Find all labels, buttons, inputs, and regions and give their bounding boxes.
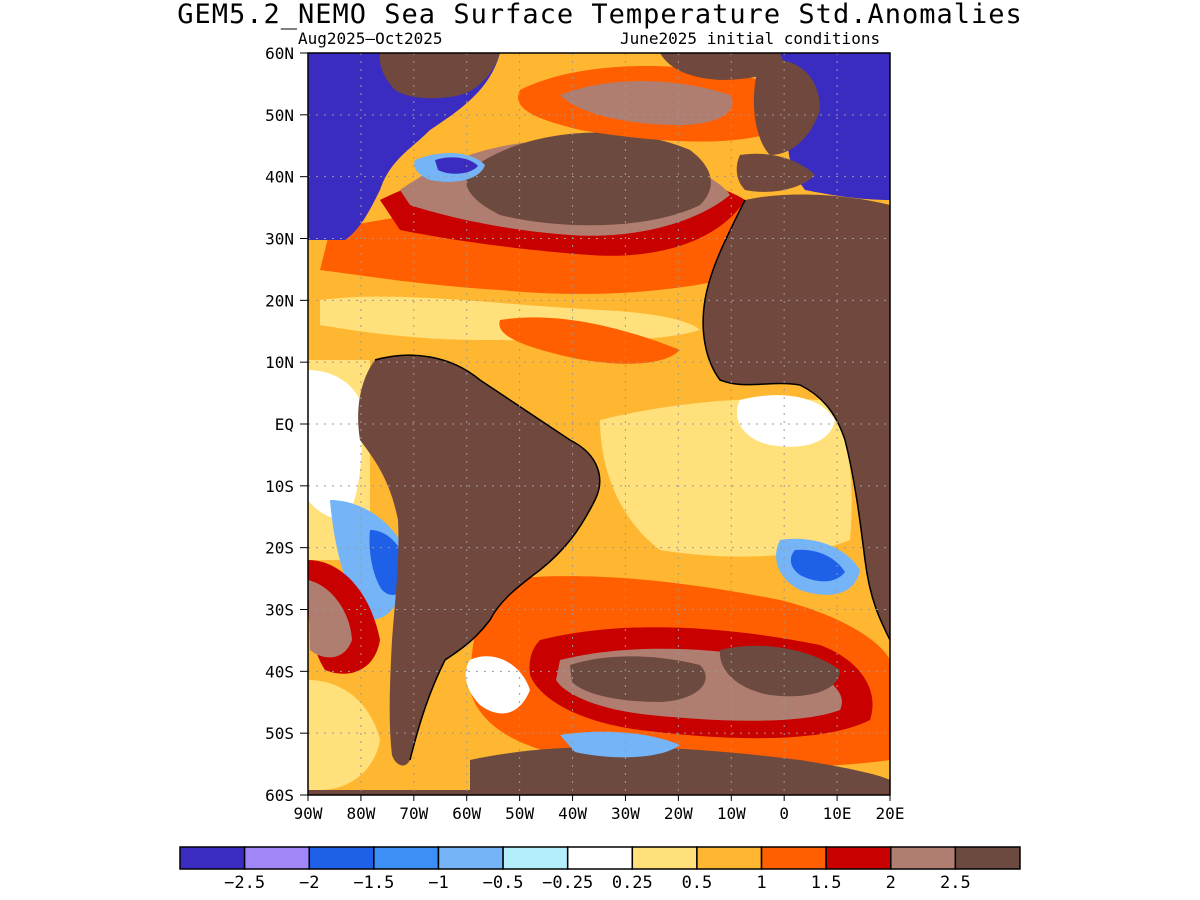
longitude-label: 70W: [399, 804, 428, 823]
anomaly-patch-northeast: [560, 81, 733, 125]
africa-coastline: [702, 199, 890, 641]
southeast-pacific-mild: [308, 680, 380, 790]
antarctic-edge: [308, 790, 890, 795]
latitude-label: 20N: [265, 291, 294, 310]
forecast-period: Aug2025—Oct2025: [298, 29, 443, 48]
colorbar-label: 2: [886, 873, 896, 893]
longitude-label: 80W: [346, 804, 375, 823]
tropical-warm-patch: [499, 317, 680, 364]
latitude-label: 40S: [265, 662, 294, 681]
colorbar-label: 1: [756, 873, 766, 893]
southern-cold-patch: [560, 731, 680, 758]
south-extreme-cell-east: [719, 645, 840, 697]
east-pacific-neutral: [308, 370, 362, 520]
gulf-of-maine-cold-core: [435, 157, 478, 174]
south-america-coastline: [374, 354, 601, 761]
colorbar-label: 0.25: [612, 873, 653, 893]
cold-core-benguela: [790, 549, 845, 582]
longitude-label: 50W: [505, 804, 534, 823]
colorbar-swatch: [825, 846, 892, 870]
longitude-label: 30W: [611, 804, 640, 823]
colorbar-swatch: [437, 846, 504, 870]
colorbar-swatch: [179, 846, 246, 870]
colorbar-swatch: [373, 846, 440, 870]
southern-ocean-anomaly: [470, 746, 890, 795]
labrador-land: [379, 53, 500, 99]
latitude-labels: 60N 50N 40N 30N 20N 10N EQ 10S 20S 30S 40S 50S 60S: [265, 44, 308, 805]
longitude-label: 20E: [876, 804, 905, 823]
colorbar-label: −0.5: [483, 873, 524, 893]
longitude-label: 40W: [558, 804, 587, 823]
colorbar-labels: −2.5 −2 −1.5 −1 −0.5 −0.25 0.25 0.5 1 1.5 2 2.5: [224, 873, 971, 893]
latitude-label: 40N: [265, 168, 294, 187]
colorbar-label: 0.5: [682, 873, 713, 893]
colorbar-swatch: [243, 846, 310, 870]
latitude-label: 10N: [265, 353, 294, 372]
longitude-label: 10E: [823, 804, 852, 823]
longitude-label: 20W: [664, 804, 693, 823]
south-america-land: [358, 355, 600, 766]
south-extreme-cell-west: [570, 656, 706, 702]
latitude-label: EQ: [275, 415, 294, 434]
colorbar-label: −1.5: [353, 873, 394, 893]
colorbar: [179, 846, 1021, 870]
graticule: [308, 53, 890, 795]
colorbar-label: 2.5: [940, 873, 971, 893]
latitude-label: 60S: [265, 786, 294, 805]
latitude-label: 30N: [265, 230, 294, 249]
colorbar-swatch: [696, 846, 763, 870]
latitude-label: 10S: [265, 477, 294, 496]
colorbar-swatch: [631, 846, 698, 870]
colorbar-swatch: [308, 846, 375, 870]
colorbar-label: −2.5: [224, 873, 265, 893]
latitude-label: 20S: [265, 539, 294, 558]
neutral-patch-gulf-guinea: [736, 395, 835, 447]
colorbar-swatch: [890, 846, 957, 870]
initial-conditions: June2025 initial conditions: [620, 29, 881, 48]
colorbar-label: −2: [299, 873, 319, 893]
longitude-labels: 90W 80W 70W 60W 50W 40W 30W 20W 10W 0 10E 20E: [294, 795, 905, 823]
latitude-label: 50N: [265, 106, 294, 125]
colorbar-label: −1: [428, 873, 448, 893]
british-isles-scandinavia: [753, 59, 820, 155]
north-america-land: [308, 53, 500, 240]
latitude-label: 60N: [265, 44, 294, 63]
colorbar-label: −0.25: [542, 873, 593, 893]
iberian-peninsula: [736, 153, 815, 192]
colorbar-swatch: [502, 846, 569, 870]
latitude-label: 30S: [265, 601, 294, 620]
colorbar-swatch: [760, 846, 827, 870]
map-title: GEM5.2_NEMO Sea Surface Temperature Std.…: [177, 0, 1023, 30]
colorbar-swatch: [954, 846, 1021, 870]
longitude-label: 0: [779, 804, 789, 823]
longitude-label: 60W: [452, 804, 481, 823]
africa-land: [703, 194, 890, 641]
map-field: [308, 53, 890, 795]
extreme-anomaly-north: [466, 132, 711, 226]
colorbar-label: 1.5: [811, 873, 842, 893]
latitude-label: 50S: [265, 724, 294, 743]
southeast-pacific-very-strong: [308, 580, 352, 658]
falklands-neutral-patch: [465, 656, 530, 714]
longitude-label: 10W: [717, 804, 746, 823]
colorbar-swatch: [566, 846, 634, 870]
longitude-label: 90W: [294, 804, 323, 823]
